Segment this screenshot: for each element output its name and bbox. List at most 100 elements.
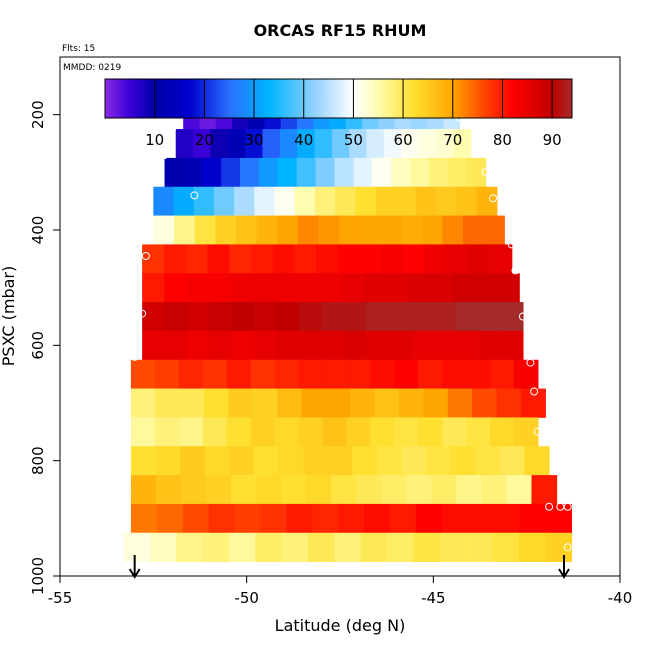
colorbar-segment bbox=[445, 79, 449, 118]
heatmap-cell bbox=[208, 503, 236, 534]
colorbar-segment bbox=[259, 79, 262, 118]
colorbar-segment bbox=[134, 79, 138, 118]
heatmap-cell bbox=[235, 215, 258, 245]
flight-point bbox=[123, 485, 132, 494]
heatmap-cell bbox=[193, 186, 215, 216]
colorbar-segment bbox=[301, 79, 305, 118]
colorbar-segment bbox=[413, 79, 416, 118]
colorbar-segment bbox=[537, 79, 541, 118]
heatmap-cell bbox=[207, 244, 230, 274]
heatmap-cell bbox=[441, 503, 469, 534]
heatmap-cell bbox=[245, 129, 264, 159]
flight-point bbox=[545, 502, 554, 511]
heatmap-cell bbox=[230, 273, 254, 303]
heatmap-cell bbox=[349, 129, 368, 159]
heatmap-cell bbox=[130, 417, 156, 447]
heatmap-cell bbox=[428, 157, 449, 188]
heatmap-cell bbox=[359, 244, 382, 274]
heatmap-cell bbox=[278, 446, 304, 476]
colorbar-segment bbox=[162, 79, 166, 118]
heatmap-cell bbox=[394, 417, 419, 447]
colorbar-segment bbox=[174, 79, 178, 118]
colorbar-segment bbox=[308, 79, 312, 118]
heatmap-cell bbox=[231, 475, 257, 505]
colorbar-segment bbox=[455, 79, 459, 118]
heatmap-cell bbox=[418, 417, 443, 447]
colorbar-segment bbox=[152, 79, 156, 118]
flights-label: Flts: 15 bbox=[62, 44, 95, 54]
heatmap-cell bbox=[255, 532, 283, 562]
heatmap-cell bbox=[312, 503, 339, 534]
colorbar-tick-label: 80 bbox=[493, 131, 512, 149]
heatmap-cell bbox=[209, 330, 233, 361]
colorbar-segment bbox=[512, 79, 516, 118]
colorbar-segment bbox=[254, 79, 257, 118]
colorbar-segment bbox=[167, 79, 170, 118]
heatmap-cell bbox=[531, 475, 558, 505]
heatmap-cell bbox=[186, 302, 210, 332]
heatmap-cell bbox=[301, 388, 327, 418]
heatmap-cell bbox=[164, 330, 188, 361]
heatmap-cell bbox=[374, 388, 400, 418]
heatmap-cell bbox=[210, 129, 229, 159]
heatmap-cell bbox=[355, 186, 377, 216]
colorbar-segment bbox=[338, 79, 342, 118]
heatmap-cell bbox=[202, 417, 228, 447]
heatmap-cell bbox=[274, 417, 300, 447]
heatmap-cell bbox=[213, 186, 235, 216]
colorbar-segment bbox=[514, 79, 518, 118]
heatmap-cell bbox=[231, 302, 255, 332]
flight-point bbox=[563, 543, 572, 552]
heatmap-cell bbox=[341, 273, 365, 303]
heatmap-cell bbox=[353, 157, 373, 188]
colorbar-segment bbox=[251, 79, 255, 118]
colorbar-segment bbox=[249, 79, 252, 118]
colorbar-segment bbox=[340, 79, 344, 118]
colorbar-segment bbox=[549, 79, 553, 118]
heatmap-cell bbox=[363, 273, 387, 303]
heatmap-cell bbox=[453, 129, 472, 159]
heatmap-cell bbox=[274, 186, 296, 216]
heatmap-cell bbox=[424, 244, 448, 274]
colorbar-segment bbox=[365, 79, 369, 118]
colorbar-segment bbox=[388, 79, 392, 118]
colorbar-segment bbox=[554, 79, 558, 118]
heatmap-cell bbox=[142, 330, 166, 361]
heatmap-cell bbox=[153, 215, 175, 245]
flight-point bbox=[168, 125, 176, 134]
x-tick-label: -40 bbox=[608, 589, 633, 607]
colorbar-tick-label: 60 bbox=[394, 131, 413, 149]
x-tick-label: -50 bbox=[234, 589, 259, 607]
colorbar-segment bbox=[224, 79, 228, 118]
colorbar-segment bbox=[316, 79, 320, 118]
colorbar-segment bbox=[547, 79, 551, 118]
heatmap-cell bbox=[334, 532, 362, 562]
heatmap-cell bbox=[489, 244, 513, 274]
heatmap-cell bbox=[130, 359, 156, 389]
colorbar-segment bbox=[450, 79, 454, 118]
heatmap-cell bbox=[202, 157, 222, 188]
heatmap-cell bbox=[318, 215, 340, 245]
colorbar-segment bbox=[119, 79, 123, 118]
colorbar-segment bbox=[415, 79, 419, 118]
flight-point bbox=[130, 352, 139, 361]
heatmap-cell bbox=[418, 359, 443, 389]
heatmap-cell bbox=[183, 157, 203, 188]
heatmap-cell bbox=[194, 215, 216, 245]
colorbar-segment bbox=[139, 79, 143, 118]
colorbar-segment bbox=[331, 79, 334, 118]
colorbar-segment bbox=[214, 79, 218, 118]
heatmap-cell bbox=[370, 417, 395, 447]
heatmap-cell bbox=[276, 302, 300, 332]
colorbar-segment bbox=[323, 79, 327, 118]
colorbar-segment bbox=[239, 79, 243, 118]
colorbar-segment bbox=[417, 79, 421, 118]
heatmap-cell bbox=[442, 359, 467, 389]
colorbar-segment bbox=[492, 79, 496, 118]
colorbar-segment bbox=[286, 79, 290, 118]
colorbar-segment bbox=[348, 79, 352, 118]
heatmap-cell bbox=[297, 215, 320, 245]
heatmap-cell bbox=[338, 503, 365, 534]
heatmap-cell bbox=[254, 186, 276, 216]
heatmap-cell bbox=[466, 157, 487, 188]
